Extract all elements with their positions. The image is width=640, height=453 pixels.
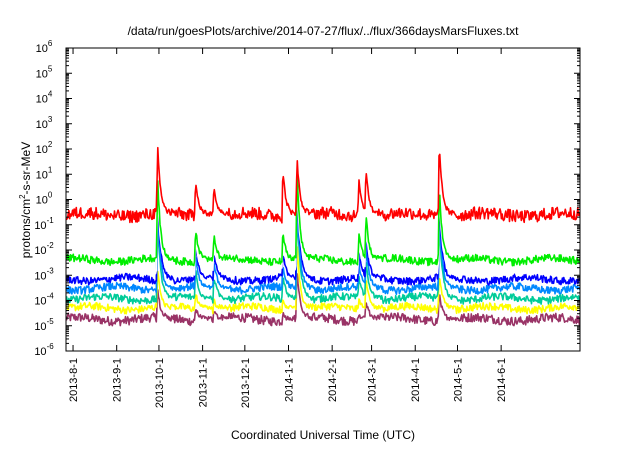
y-tick-label: 10-2	[34, 241, 54, 257]
y-tick-label: 10-3	[34, 266, 54, 282]
chart-title: /data/run/goesPlots/archive/2014-07-27/f…	[128, 24, 520, 38]
x-tick-label: 2014-1-1	[283, 358, 295, 402]
y-axis-label-sup: 2	[18, 194, 27, 199]
plot-area	[66, 146, 580, 327]
y-tick-label: 100	[36, 191, 53, 207]
x-tick-label: 2013-11-1	[198, 358, 210, 407]
y-tick-label: 10-1	[34, 216, 54, 232]
x-axis: 2013-8-1 2013-9-1 2013-10-1 2013-11-1 2013-1…	[68, 48, 508, 408]
x-tick-label: 2014-3-1	[367, 358, 379, 402]
x-tick-label: 2013-8-1	[68, 358, 80, 402]
x-tick-label: 2013-10-1	[154, 358, 166, 408]
y-tick-label: 10-4	[34, 292, 54, 308]
y-tick-label: 103	[36, 115, 53, 131]
y-axis-label-rest: -s-sr-MeV	[19, 142, 33, 195]
x-tick-label: 2014-2-1	[327, 358, 339, 402]
y-tick-label: 10-5	[34, 317, 54, 333]
series-line	[66, 246, 580, 315]
series-line	[66, 187, 580, 286]
series-line	[66, 184, 580, 278]
y-axis-label: protons/cm2-s-sr-MeV	[18, 142, 33, 258]
x-tick-label: 2014-5-1	[452, 358, 464, 402]
y-axis: 10-6 10-5 10-4 10-3 10-2 10-1 100 101 102 103 104 1…	[34, 39, 580, 358]
x-tick-label: 2013-12-1	[240, 358, 252, 408]
y-axis-label-main: protons/cm	[19, 199, 33, 258]
series-line	[66, 273, 580, 327]
series-line	[66, 177, 580, 267]
y-tick-label: 10-6	[34, 342, 54, 358]
x-tick-label: 2014-6-1	[496, 358, 508, 402]
y-tick-label: 105	[36, 64, 53, 80]
series-line	[66, 146, 580, 224]
series-line	[66, 200, 580, 296]
y-tick-label: 106	[36, 39, 53, 55]
x-axis-label: Coordinated Universal Time (UTC)	[231, 428, 415, 442]
y-tick-label: 104	[36, 90, 53, 106]
x-tick-label: 2013-9-1	[112, 358, 124, 402]
y-tick-label: 101	[36, 165, 53, 181]
y-tick-label: 102	[36, 140, 53, 156]
series-group	[66, 146, 580, 327]
series-line	[66, 210, 580, 305]
x-tick-label: 2014-4-1	[410, 358, 422, 402]
